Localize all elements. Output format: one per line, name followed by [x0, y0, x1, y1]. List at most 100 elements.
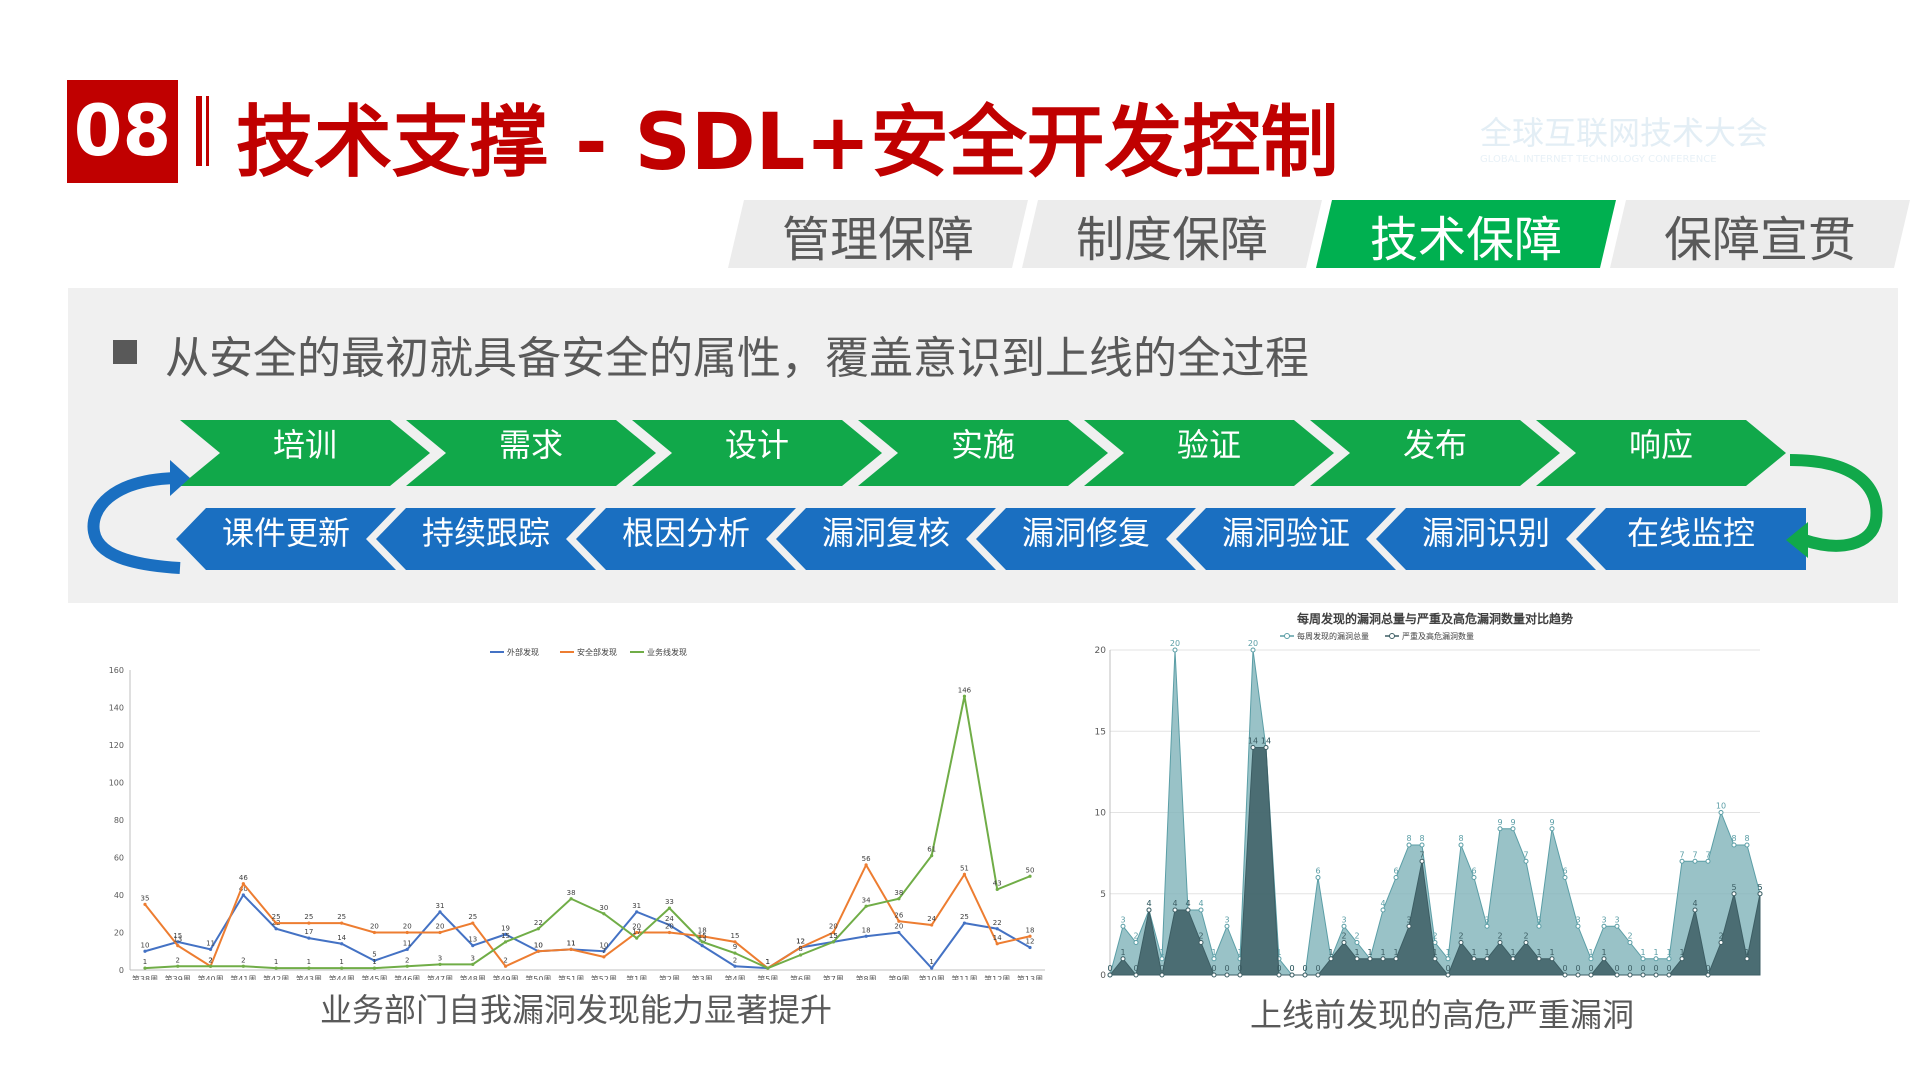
tab-technology[interactable]: 技术保障 — [1316, 200, 1616, 268]
data-label: 1 — [1484, 948, 1489, 957]
data-point — [1120, 956, 1126, 962]
legend-label: 业务线发现 — [647, 647, 687, 657]
data-point — [405, 947, 409, 951]
data-label: 61 — [927, 846, 936, 854]
data-label: 6 — [1315, 867, 1320, 876]
data-point — [1354, 956, 1360, 962]
flow-step-release: 发布 — [1310, 420, 1560, 486]
data-label: 1 — [1445, 948, 1450, 957]
tab-system[interactable]: 制度保障 — [1022, 200, 1322, 268]
data-label: 20 — [829, 923, 838, 931]
data-point — [733, 964, 737, 968]
data-label: 1 — [307, 958, 311, 966]
flow-step-vuln-fix: 漏洞修复 — [976, 508, 1196, 570]
data-point — [1562, 972, 1568, 978]
data-point — [1211, 956, 1217, 962]
x-tick-label: 第50周 — [525, 974, 551, 980]
data-point — [1679, 858, 1685, 864]
data-label: 3 — [1406, 915, 1411, 924]
data-point — [1510, 956, 1516, 962]
data-label: 146 — [958, 686, 972, 694]
data-point — [1692, 907, 1698, 913]
data-label: 24 — [665, 915, 674, 923]
data-point — [1640, 956, 1646, 962]
data-label: 3 — [1224, 915, 1229, 924]
data-label: 0 — [1640, 964, 1645, 973]
data-label: 1 — [1588, 948, 1593, 957]
data-point — [1614, 972, 1620, 978]
tab-management[interactable]: 管理保障 — [728, 200, 1028, 268]
data-label: 20 — [665, 923, 674, 931]
data-point — [438, 962, 442, 966]
data-point — [635, 910, 639, 914]
data-point — [307, 936, 311, 940]
data-label: 26 — [894, 911, 903, 919]
x-tick-label: 第2周 — [659, 974, 680, 980]
series-line-2 — [144, 696, 1031, 970]
data-label: 25 — [468, 913, 477, 921]
data-label: 3 — [1536, 915, 1541, 924]
data-label: 1 — [274, 958, 278, 966]
data-label: 18 — [698, 926, 707, 934]
flow-step-response: 响应 — [1536, 420, 1786, 486]
data-label: 10 — [534, 941, 543, 949]
data-label: 2 — [1458, 932, 1463, 941]
data-point — [602, 912, 606, 916]
data-point — [1666, 972, 1672, 978]
data-label: 8 — [798, 945, 802, 953]
data-point — [176, 964, 180, 968]
data-label: 13 — [173, 936, 182, 944]
tab-promotion[interactable]: 保障宣贯 — [1610, 200, 1910, 268]
data-point — [569, 947, 573, 951]
data-point — [798, 953, 803, 957]
data-point — [1380, 907, 1386, 913]
data-label: 2 — [1718, 932, 1723, 941]
data-label: 1 — [929, 958, 933, 966]
data-label: 8 — [1744, 834, 1749, 843]
data-point — [1627, 940, 1633, 945]
data-point — [1718, 940, 1724, 945]
data-label: 7 — [1692, 850, 1697, 859]
data-label: 15 — [731, 932, 740, 940]
data-point — [503, 964, 508, 968]
data-label: 0 — [1133, 964, 1138, 973]
x-tick-label: 第40周 — [197, 974, 223, 980]
data-label: 13 — [698, 936, 707, 944]
data-point — [241, 964, 245, 968]
data-label: 56 — [862, 855, 871, 863]
data-label: 0 — [1445, 964, 1450, 973]
y-tick-label: 120 — [109, 741, 124, 750]
y-tick-label: 140 — [109, 704, 124, 713]
data-point — [176, 940, 180, 944]
data-label: 1 — [1367, 948, 1372, 957]
data-label: 1 — [339, 958, 343, 966]
data-label: 20 — [1248, 639, 1258, 648]
data-label: 11 — [567, 939, 576, 947]
data-point — [208, 964, 213, 968]
data-label: 9 — [733, 943, 737, 951]
data-point — [1133, 972, 1139, 978]
data-point — [733, 940, 737, 944]
data-label: 34 — [862, 896, 871, 904]
data-label: 1 — [1393, 948, 1398, 957]
data-point — [1211, 972, 1217, 978]
data-label: 1 — [1159, 948, 1164, 957]
data-point — [1731, 842, 1737, 848]
data-point — [1497, 940, 1503, 945]
y-tick-label: 10 — [1095, 809, 1107, 819]
legend-label: 安全部发现 — [577, 647, 617, 657]
data-label: 15 — [501, 932, 510, 940]
data-label: 8 — [1406, 834, 1411, 843]
data-label: 0 — [1666, 964, 1671, 973]
data-point — [864, 863, 868, 867]
data-label: 5 — [1731, 883, 1736, 892]
data-point — [536, 949, 540, 953]
data-point — [1523, 858, 1529, 864]
data-point — [1224, 923, 1230, 929]
data-label: 1 — [1367, 948, 1372, 957]
data-point — [503, 940, 508, 944]
y-tick-label: 5 — [1100, 890, 1106, 900]
data-label: 15 — [829, 932, 838, 940]
data-label: 4 — [1185, 899, 1190, 908]
